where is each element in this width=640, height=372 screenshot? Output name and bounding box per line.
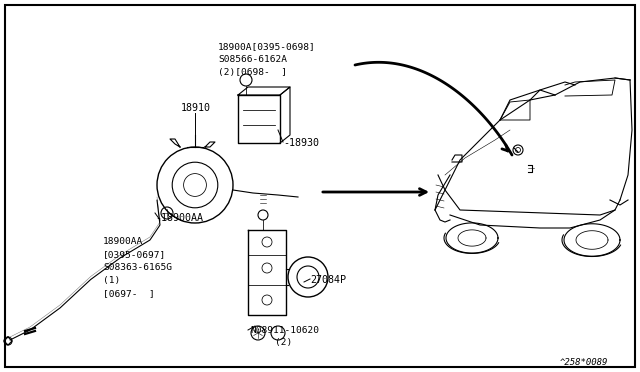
Text: ^258*0089: ^258*0089	[560, 358, 609, 367]
Text: 18900A[0395-0698]: 18900A[0395-0698]	[218, 42, 316, 51]
Text: (2)[0698-  ]: (2)[0698- ]	[218, 68, 287, 77]
Text: -18900AA: -18900AA	[155, 213, 203, 223]
Text: 27084P: 27084P	[310, 275, 346, 285]
Text: (1): (1)	[103, 276, 120, 285]
Text: S08363-6165G: S08363-6165G	[103, 263, 172, 272]
Text: [0697-  ]: [0697- ]	[103, 289, 155, 298]
Text: [0395-0697]: [0395-0697]	[103, 250, 166, 259]
Text: S08566-6162A: S08566-6162A	[218, 55, 287, 64]
Text: 18900AA: 18900AA	[103, 237, 143, 246]
Text: 18910: 18910	[181, 103, 211, 113]
Text: N08911-10620: N08911-10620	[250, 326, 319, 335]
Text: -18930: -18930	[283, 138, 319, 148]
Text: (2): (2)	[275, 338, 292, 347]
